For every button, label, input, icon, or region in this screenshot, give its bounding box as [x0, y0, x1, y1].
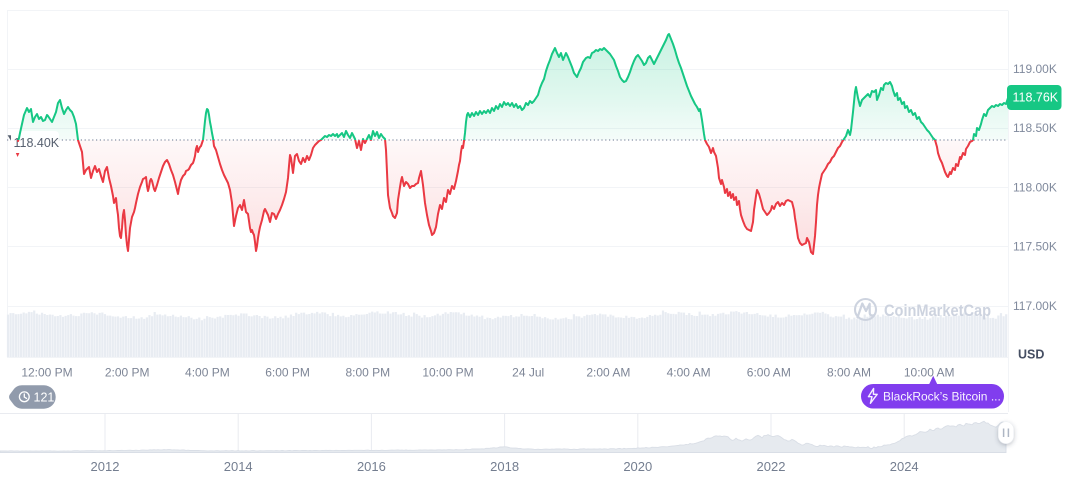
svg-text:2022: 2022	[757, 459, 786, 474]
svg-text:6:00 PM: 6:00 PM	[265, 366, 310, 380]
svg-text:2014: 2014	[224, 459, 253, 474]
svg-text:BlackRock’s Bitcoin ...: BlackRock’s Bitcoin ...	[883, 390, 1001, 404]
svg-text:2:00 AM: 2:00 AM	[586, 366, 630, 380]
svg-text:118.40K: 118.40K	[14, 136, 60, 150]
svg-text:121: 121	[34, 391, 55, 405]
svg-text:117.00K: 117.00K	[1013, 299, 1057, 313]
svg-text:2012: 2012	[91, 459, 120, 474]
svg-text:4:00 AM: 4:00 AM	[667, 366, 711, 380]
svg-text:119.00K: 119.00K	[1013, 62, 1057, 76]
svg-text:2020: 2020	[623, 459, 652, 474]
svg-text:24 Jul: 24 Jul	[512, 366, 544, 380]
svg-text:118.50K: 118.50K	[1013, 121, 1057, 135]
svg-text:2024: 2024	[890, 459, 919, 474]
svg-text:2018: 2018	[490, 459, 519, 474]
svg-text:8:00 AM: 8:00 AM	[827, 366, 871, 380]
svg-text:12:00 PM: 12:00 PM	[21, 366, 72, 380]
svg-text:6:00 AM: 6:00 AM	[747, 366, 791, 380]
svg-text:118.00K: 118.00K	[1013, 181, 1057, 195]
svg-text:4:00 PM: 4:00 PM	[185, 366, 230, 380]
svg-text:8:00 PM: 8:00 PM	[345, 366, 390, 380]
svg-text:117.50K: 117.50K	[1013, 240, 1057, 254]
svg-text:2:00 PM: 2:00 PM	[105, 366, 150, 380]
svg-text:2016: 2016	[357, 459, 386, 474]
svg-text:USD: USD	[1018, 348, 1044, 362]
svg-text:10:00 PM: 10:00 PM	[422, 366, 473, 380]
svg-text:10:00 AM: 10:00 AM	[904, 366, 955, 380]
svg-text:CoinMarketCap: CoinMarketCap	[884, 301, 991, 320]
svg-text:118.76K: 118.76K	[1013, 91, 1059, 105]
